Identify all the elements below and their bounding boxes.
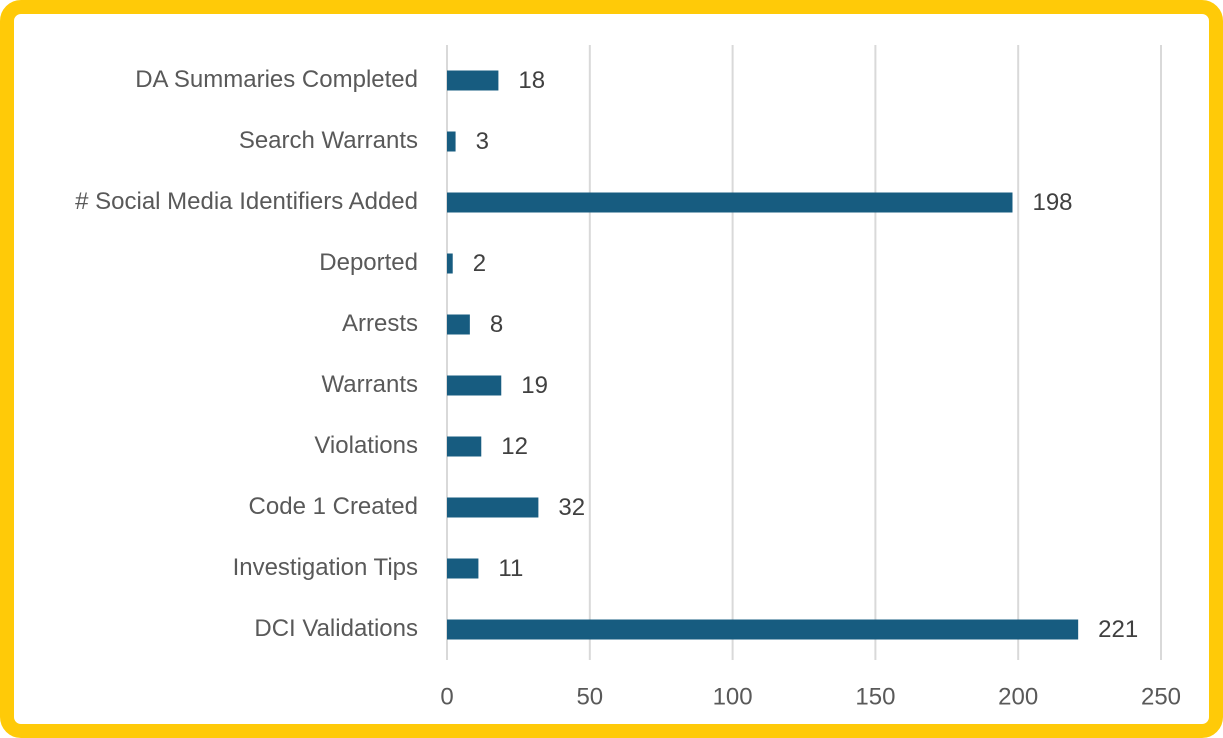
- y-tick-label: Violations: [314, 432, 418, 459]
- value-label: 221: [1098, 616, 1138, 643]
- value-label: 12: [501, 433, 528, 460]
- value-label: 19: [521, 372, 548, 399]
- x-tick-label: 150: [855, 683, 895, 710]
- y-tick-label: Search Warrants: [239, 127, 418, 154]
- bar: [447, 314, 470, 335]
- bar: [447, 70, 499, 91]
- value-label: 8: [490, 311, 503, 338]
- bar: [447, 497, 539, 518]
- x-tick-label: 100: [713, 683, 753, 710]
- bar: [447, 131, 456, 152]
- y-tick-label: Arrests: [342, 310, 418, 337]
- value-label: 32: [558, 494, 585, 521]
- value-label: 11: [498, 555, 523, 582]
- x-tick-label: 250: [1141, 683, 1181, 710]
- y-tick-label: DA Summaries Completed: [135, 66, 418, 93]
- x-tick-label: 0: [440, 683, 453, 710]
- y-tick-label: # Social Media Identifiers Added: [75, 188, 418, 215]
- bar: [447, 375, 502, 396]
- bar: [447, 558, 479, 579]
- bar: [447, 253, 453, 274]
- bar: [447, 436, 482, 457]
- bar: [447, 619, 1079, 640]
- y-tick-label: Warrants: [322, 371, 418, 398]
- y-tick-label: DCI Validations: [254, 615, 418, 642]
- bar: [447, 192, 1013, 213]
- y-tick-label: Investigation Tips: [233, 554, 418, 581]
- x-tick-label: 50: [576, 683, 603, 710]
- value-label: 198: [1032, 189, 1072, 216]
- value-label: 3: [476, 128, 489, 155]
- y-tick-label: Code 1 Created: [249, 493, 418, 520]
- value-label: 18: [518, 67, 545, 94]
- y-tick-label: Deported: [319, 249, 418, 276]
- value-label: 2: [473, 250, 486, 277]
- x-tick-label: 200: [998, 683, 1038, 710]
